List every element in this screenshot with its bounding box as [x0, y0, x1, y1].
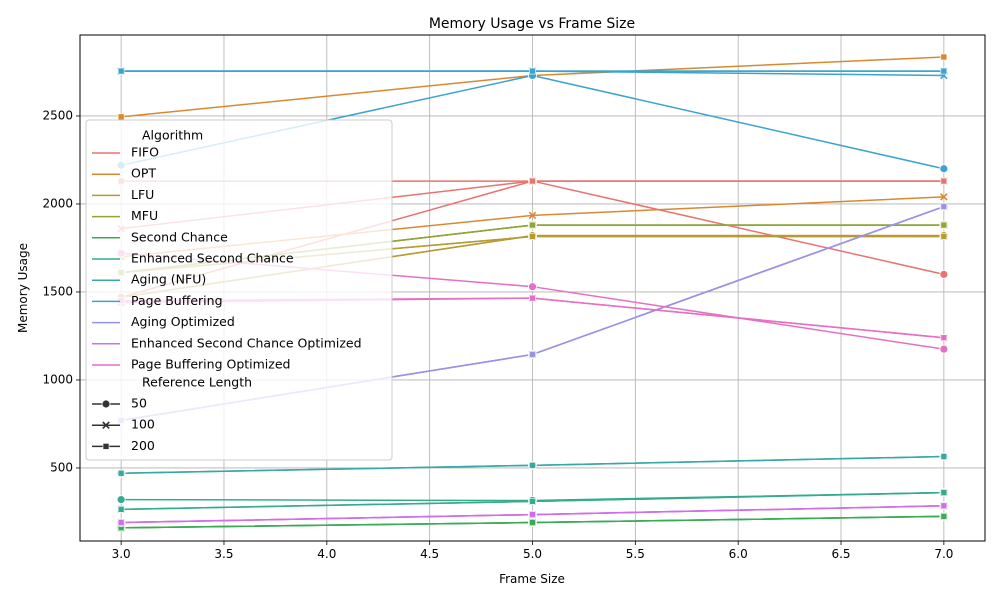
legend-label-enhanced-second-chance: Enhanced Second Chance	[131, 251, 294, 266]
x-tick-label: 3.0	[112, 547, 131, 561]
x-tick-label: 3.5	[214, 547, 233, 561]
y-tick-label: 2500	[42, 108, 73, 122]
x-tick-label: 6.5	[831, 547, 850, 561]
y-tick-label: 1500	[42, 284, 73, 298]
series-enhanced-second-chance-ref-200-point	[117, 506, 125, 513]
series-lfu-ref-200-point	[529, 233, 536, 240]
series-enhanced-second-chance-optimized-ref-200-point	[117, 519, 125, 526]
series-second-chance-ref-200-point	[529, 519, 536, 526]
series-page-buffering-optimized-ref-50-point	[939, 344, 949, 354]
series-page-buffering-optimized-ref-200-point	[940, 334, 948, 342]
y-tick-label: 2000	[42, 196, 73, 210]
legend-marker-ref-200	[102, 443, 110, 450]
series-page-buffering-ref-200-point	[940, 67, 948, 75]
chart-title: Memory Usage vs Frame Size	[429, 16, 635, 32]
legend-label-lfu: LFU	[131, 187, 154, 202]
series-fifo-ref-200-point	[940, 177, 948, 185]
legend-marker-ref-100	[102, 421, 110, 429]
series-enhanced-second-chance-optimized-ref-200-point	[529, 511, 536, 518]
series-aging-nfu-ref-200-point	[529, 462, 536, 469]
series-fifo-ref-200-point	[529, 177, 536, 185]
legend-label-aging-nfu: Aging (NFU)	[131, 272, 206, 287]
legend-label-page-buffering-optimized: Page Buffering Optimized	[131, 357, 290, 372]
series-aging-optimized-ref-200-point	[940, 203, 948, 210]
y-axis-label: Memory Usage	[16, 243, 30, 333]
legend-label-opt: OPT	[131, 166, 156, 181]
legend-box	[85, 119, 393, 461]
series-enhanced-second-chance-optimized-ref-200-point	[940, 502, 948, 510]
x-axis-label: Frame Size	[499, 572, 565, 586]
series-page-buffering-ref-200-point	[529, 67, 536, 75]
x-tick-label: 5.0	[523, 547, 542, 561]
series-second-chance-ref-200-point	[940, 513, 948, 520]
series-enhanced-second-chance-ref-200-point	[529, 498, 536, 505]
x-tick-label: 4.0	[317, 547, 336, 561]
legend: Algorithm FIFO OPT LFU MFU Second Chance Enha…	[85, 119, 393, 461]
legend-label-ref-100: 100	[131, 417, 155, 432]
series-opt-ref-200-point	[117, 113, 125, 121]
legend-label-page-buffering: Page Buffering	[131, 293, 223, 308]
legend-label-ref-50: 50	[131, 396, 147, 411]
series-page-buffering-ref-200-point	[117, 67, 125, 75]
legend-label-fifo: FIFO	[131, 145, 159, 160]
y-axis-ticks: 500 1000 1500 2000 2500	[42, 108, 80, 474]
legend-label-mfu: MFU	[131, 208, 158, 223]
x-tick-label: 6.0	[729, 547, 748, 561]
series-page-buffering-optimized-ref-200-point	[529, 294, 536, 302]
series-opt-ref-100-point	[528, 211, 537, 220]
x-tick-label: 7.0	[934, 547, 953, 561]
series-aging-nfu-ref-200-point	[117, 469, 125, 477]
legend-label-second-chance: Second Chance	[131, 229, 228, 244]
series-enhanced-second-chance-ref-50-point	[116, 495, 126, 505]
legend-label-ref-200: 200	[131, 438, 155, 453]
x-tick-label: 5.5	[626, 547, 645, 561]
series-enhanced-second-chance-ref-200-point	[940, 489, 948, 496]
legend-title-reference-length: Reference Length	[142, 375, 252, 390]
x-axis-ticks: 3.0 3.5 4.0 4.5 5.0 5.5 6.0 6.5 7.0	[112, 541, 953, 561]
series-page-buffering-ref-50-point	[939, 164, 949, 174]
y-tick-label: 1000	[42, 372, 73, 386]
legend-title-algorithm: Algorithm	[142, 128, 203, 143]
series-aging-nfu-ref-200-point	[940, 453, 948, 460]
series-fifo-ref-50-point	[939, 269, 949, 279]
series-aging-optimized-ref-200-point	[529, 351, 536, 358]
legend-label-enhanced-second-chance-optimized: Enhanced Second Chance Optimized	[131, 335, 362, 350]
series-opt-ref-200-point	[940, 53, 948, 61]
legend-marker-ref-50	[101, 399, 111, 409]
series-lfu-ref-200-point	[940, 233, 948, 240]
series-mfu-ref-200-point	[940, 221, 948, 229]
legend-label-aging-optimized: Aging Optimized	[131, 314, 235, 329]
series-opt-ref-100-point	[940, 193, 948, 201]
series-page-buffering-optimized-ref-50-point	[528, 282, 537, 292]
series-mfu-ref-200-point	[529, 221, 536, 229]
y-tick-label: 500	[50, 460, 73, 474]
x-tick-label: 4.5	[420, 547, 439, 561]
